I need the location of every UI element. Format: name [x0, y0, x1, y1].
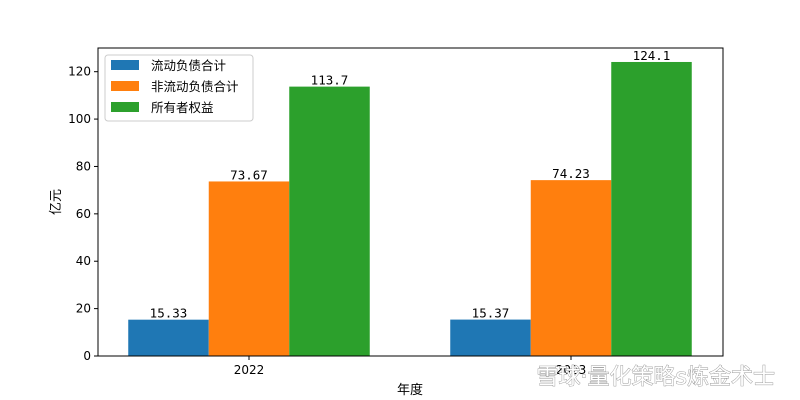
y-tick-label: 0: [83, 349, 91, 363]
y-tick-label: 120: [68, 65, 91, 79]
y-tick-label: 40: [76, 254, 91, 268]
y-tick-label: 60: [76, 207, 91, 221]
bar-s0-2023: [450, 319, 531, 356]
data-label-s2-2023: 124.1: [633, 48, 671, 63]
watermark-text: 雪球·量化策略s炼金术士: [537, 365, 775, 390]
legend-label-0: 流动负债合计: [151, 58, 226, 73]
y-tick-label: 20: [76, 302, 91, 316]
legend-label-1: 非流动负债合计: [151, 79, 239, 94]
x-axis: 2022 2023: [234, 356, 587, 377]
data-label-s1-2023: 74.23: [552, 166, 590, 181]
bar-s2-2022: [289, 86, 370, 356]
bars-group: [128, 61, 692, 357]
y-tick-label: 80: [76, 159, 91, 173]
data-label-s1-2022: 73.67: [230, 167, 268, 182]
x-axis-label: 年度: [397, 382, 423, 398]
legend-swatch-0: [111, 60, 139, 70]
data-labels-group: 15.33 15.37 73.67 74.23 113.7 124.1: [150, 48, 671, 321]
bar-s1-2022: [208, 181, 290, 356]
y-tick-label: 100: [68, 112, 91, 126]
data-label-s2-2022: 113.7: [311, 73, 349, 88]
x-tick-label: 2022: [234, 363, 265, 377]
plot-frame: [97, 47, 724, 357]
bar-s2-2023: [611, 61, 692, 357]
legend-swatch-2: [111, 102, 139, 112]
legend-box: [104, 54, 254, 122]
legend-swatch-1: [111, 81, 139, 91]
data-label-s0-2023: 15.37: [472, 306, 510, 321]
x-tick-label: 2023: [556, 363, 587, 377]
legend-label-2: 所有者权益: [151, 100, 214, 115]
y-axis: 0 20 40 60 80 100 120: [68, 65, 98, 363]
y-axis-label: 亿元: [49, 189, 64, 215]
bar-s0-2022: [128, 319, 209, 356]
data-label-s0-2022: 15.33: [150, 306, 188, 321]
bar-s1-2023: [530, 180, 612, 356]
